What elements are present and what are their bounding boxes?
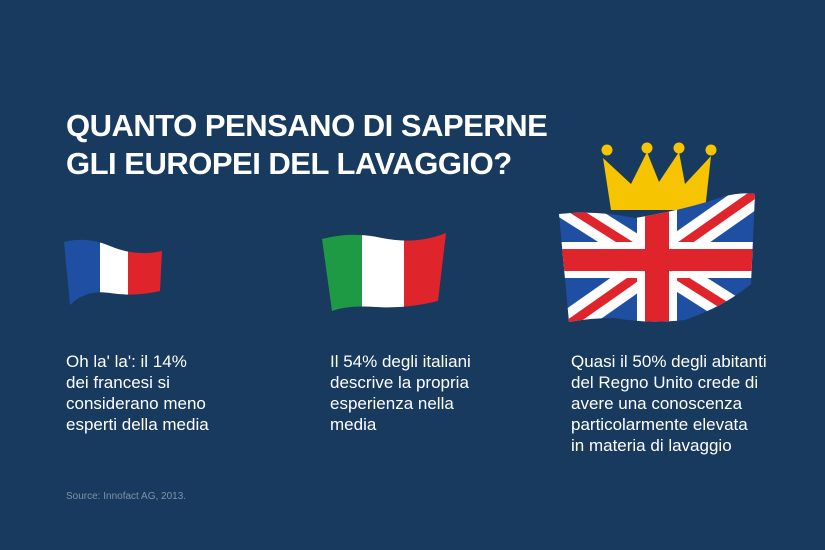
caption-line: esperienza nella [330, 394, 454, 413]
france-flag-icon [64, 239, 162, 305]
italy-flag-icon [322, 233, 446, 311]
uk-flag-with-crown-icon [559, 142, 755, 323]
page-title: QUANTO PENSANO DI SAPERNE GLI EUROPEI DE… [66, 107, 548, 183]
caption-line: dei francesi si [66, 373, 170, 392]
caption-line: avere una conoscenza [571, 394, 743, 413]
caption-line: considerano meno [66, 394, 206, 413]
caption-line: Quasi il 50% degli abitanti [571, 352, 767, 371]
title-line-2: GLI EUROPEI DEL LAVAGGIO? [66, 146, 512, 181]
caption-line: Il 54% degli italiani [330, 352, 471, 371]
crown-icon [601, 142, 717, 210]
caption-line: particolarmente elevata [571, 415, 748, 434]
source-note: Source: Innofact AG, 2013. [66, 491, 187, 502]
caption-line: del Regno Unito crede di [571, 373, 759, 392]
france-caption: Oh la' la': il 14% dei francesi si consi… [66, 351, 209, 435]
caption-line: in materia di lavaggio [571, 436, 732, 455]
caption-line: descrive la propria [330, 373, 469, 392]
uk-caption: Quasi il 50% degli abitanti del Regno Un… [571, 351, 767, 456]
caption-line: media [330, 415, 377, 434]
caption-line: Oh la' la': il 14% [66, 352, 187, 371]
italy-caption: Il 54% degli italiani descrive la propri… [330, 351, 471, 435]
caption-line: esperti della media [66, 415, 209, 434]
title-line-1: QUANTO PENSANO DI SAPERNE [66, 108, 548, 143]
